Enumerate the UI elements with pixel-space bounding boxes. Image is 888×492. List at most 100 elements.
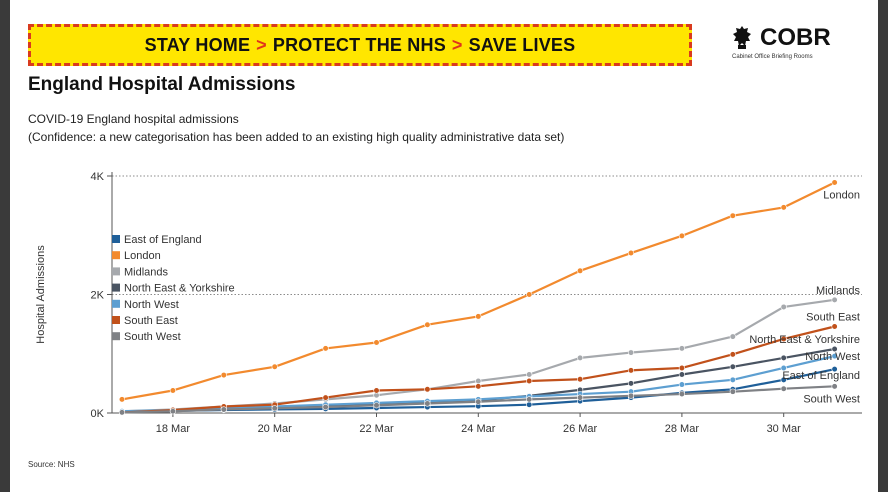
end-label-south-east: South East [806, 311, 860, 323]
data-point-south-west-21-mar [322, 403, 329, 411]
data-point-south-east-23-mar [424, 386, 431, 393]
end-label-south-west: South West [803, 393, 860, 405]
chart-series [118, 179, 838, 416]
data-point-south-east-26-mar [576, 376, 584, 383]
data-point-london-31-mar [831, 179, 838, 186]
legend-label-east-of-england: East of England [124, 234, 202, 246]
data-point-north-east-and-yorkshire-28-mar [678, 371, 686, 378]
x-tick-label-18-mar: 18 Mar [156, 423, 191, 435]
data-point-south-west-24-mar [475, 398, 482, 405]
data-point-south-east-31-mar [831, 323, 838, 330]
data-point-london-23-mar [424, 321, 431, 328]
data-point-south-west-20-mar [271, 405, 278, 412]
data-point-east-of-england-25-mar [526, 401, 533, 408]
legend-label-north-west: North West [124, 299, 179, 311]
legend-swatch-north-west [112, 299, 120, 308]
data-point-north-east-and-yorkshire-31-mar [831, 345, 838, 353]
legend-swatch-south-west [112, 332, 120, 341]
banner-text-stay-home: STAY HOME [144, 34, 251, 55]
data-point-south-east-24-mar [475, 383, 482, 390]
data-point-london-18-mar [169, 387, 176, 394]
legend-swatch-midlands [112, 267, 120, 276]
x-tick-label-30-mar: 30 Mar [767, 423, 802, 435]
x-tick-label-20-mar: 20 Mar [258, 423, 293, 435]
legend-label-south-east: South East [124, 315, 178, 327]
banner-text-protect-nhs: PROTECT THE NHS [272, 34, 446, 55]
data-point-london-27-mar [627, 249, 635, 257]
data-point-midlands-24-mar [475, 377, 482, 385]
data-point-midlands-31-mar [831, 296, 838, 303]
page-title: England Hospital Admissions [28, 74, 296, 95]
data-point-north-west-28-mar [678, 381, 686, 388]
data-point-midlands-29-mar [729, 333, 736, 340]
chart-subtitle: COVID-19 England hospital admissions (Co… [28, 110, 564, 146]
data-point-london-22-mar [373, 339, 380, 346]
banner-text-save-lives: SAVE LIVES [468, 34, 576, 55]
data-point-london-25-mar [526, 291, 533, 298]
x-tick-label-22-mar: 22 Mar [359, 423, 394, 435]
data-point-london-20-mar [271, 363, 278, 370]
data-point-london-17-mar [118, 396, 126, 403]
data-point-london-28-mar [678, 232, 686, 239]
data-point-midlands-28-mar [678, 345, 686, 352]
data-point-east-of-england-30-mar [780, 376, 787, 383]
end-label-london: London [823, 190, 860, 202]
legend-swatch-north-east-and-yorkshire [112, 283, 120, 292]
y-tick-label-4k: 4K [91, 171, 105, 183]
end-label-north-east-and-yorkshire: North East & Yorkshire [749, 334, 860, 346]
window-frame-left [0, 0, 10, 492]
chart-end-labels: East of England London Midlands North East … [749, 190, 860, 406]
x-tick-label-24-mar: 24 Mar [461, 423, 496, 435]
y-tick-label-0k: 0K [91, 408, 105, 420]
data-point-london-29-mar [729, 212, 736, 219]
data-point-south-west-19-mar [220, 406, 227, 413]
data-point-south-west-28-mar [678, 390, 686, 398]
data-point-south-east-22-mar [373, 387, 380, 394]
logo-subtitle: Cabinet Office Briefing Rooms [732, 54, 813, 60]
data-point-midlands-30-mar [780, 303, 787, 311]
chart-axes: 0K 2K 4K 18 Mar 20 Mar 22 Mar 24 Mar 26 Mar 28 M… [35, 171, 862, 435]
slogan-banner: STAY HOME > PROTECT THE NHS > SAVE LIVES [28, 24, 692, 66]
chart-gridlines [112, 175, 862, 295]
data-point-south-west-23-mar [424, 400, 431, 407]
legend-label-london: London [124, 250, 161, 262]
subtitle-line-2: (Confidence: a new categorisation has be… [28, 130, 565, 144]
end-label-east-of-england: East of England [782, 370, 860, 382]
y-axis-title: Hospital Admissions [35, 245, 47, 344]
data-point-london-24-mar [475, 313, 482, 320]
x-tick-label-26-mar: 26 Mar [563, 423, 598, 435]
data-point-south-west-22-mar [373, 402, 380, 409]
data-point-london-21-mar [322, 345, 329, 352]
legend-swatch-south-east [112, 316, 120, 324]
crest-icon [733, 26, 751, 49]
series-london [118, 179, 838, 403]
data-point-south-west-25-mar [526, 396, 533, 403]
data-point-south-west-18-mar [169, 408, 176, 415]
data-point-south-west-17-mar [118, 409, 126, 416]
end-label-midlands: Midlands [816, 285, 861, 297]
data-point-east-of-england-31-mar [831, 366, 838, 373]
data-point-south-west-31-mar [831, 383, 838, 390]
chart-legend: East of England London Midlands North East … [112, 234, 235, 343]
data-point-south-east-25-mar [526, 377, 533, 385]
cobr-logo: COBR Cabinet Office Briefing Rooms [726, 24, 846, 68]
data-point-north-west-30-mar [780, 364, 787, 372]
end-label-north-west: North West [805, 351, 860, 363]
x-tick-label-28-mar: 28 Mar [665, 423, 700, 435]
data-point-london-19-mar [220, 371, 227, 379]
legend-label-midlands: Midlands [124, 266, 169, 278]
data-point-south-east-28-mar [678, 364, 686, 372]
data-point-north-west-31-mar [831, 353, 838, 360]
data-point-north-east-and-yorkshire-30-mar [780, 354, 787, 361]
data-point-midlands-26-mar [576, 354, 584, 361]
series-south-west [118, 383, 838, 416]
data-point-south-west-27-mar [627, 392, 635, 399]
subtitle-line-1: COVID-19 England hospital admissions [28, 112, 239, 126]
data-point-midlands-25-mar [526, 371, 533, 378]
legend-label-south-west: South West [124, 331, 181, 343]
legend-swatch-london [112, 251, 120, 260]
data-point-south-east-27-mar [627, 367, 635, 374]
data-point-north-west-29-mar [729, 376, 736, 383]
data-point-london-26-mar [576, 267, 584, 274]
